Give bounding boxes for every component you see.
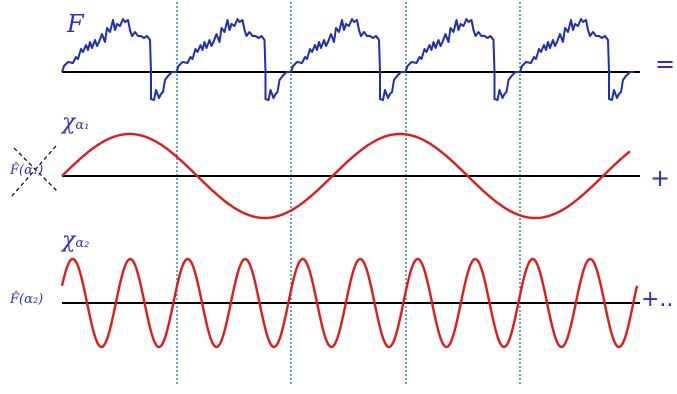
- equals-sign: =: [655, 50, 676, 78]
- periodic-signal-curve: [61, 18, 635, 101]
- mode2-label: χα₂: [62, 228, 90, 253]
- mode1-label: χα₁: [62, 110, 90, 135]
- coefficient1-label: F̂(α₁): [10, 163, 44, 178]
- coefficient2-label: F̂(α₂): [10, 292, 44, 307]
- period-dividers: [176, 2, 521, 386]
- mode2-wave: [60, 257, 639, 349]
- signal-label: F: [67, 10, 84, 38]
- plus-sign: +: [650, 164, 671, 192]
- plus-continuation-sign: +..: [641, 287, 674, 312]
- cross-mark: [11, 145, 59, 197]
- mode1-wave: [61, 132, 631, 220]
